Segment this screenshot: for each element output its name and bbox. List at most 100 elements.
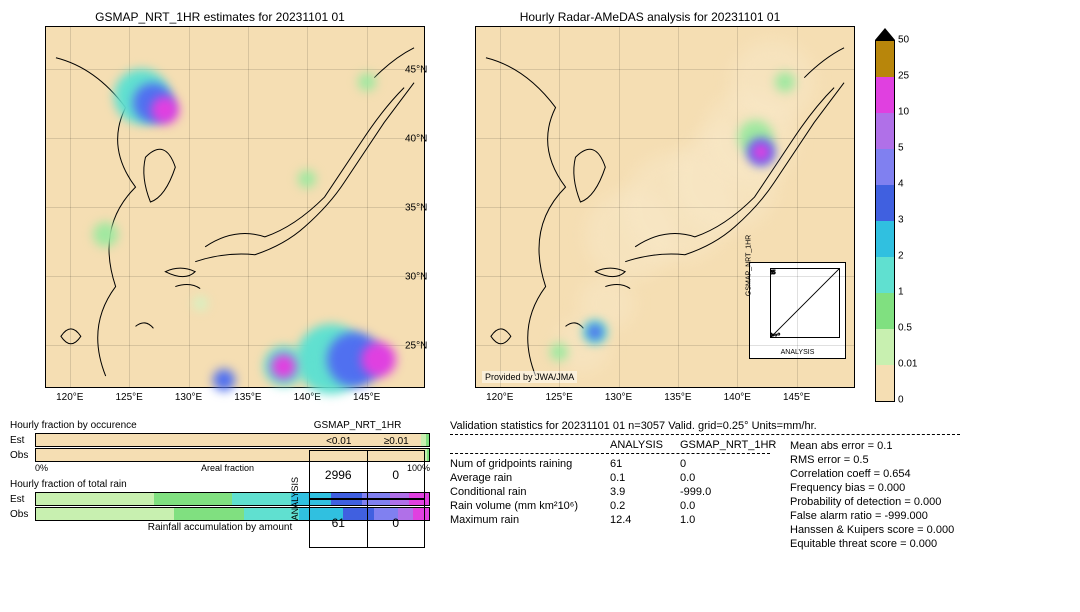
ytick-label: 25°N [405, 341, 427, 352]
precip-blob [264, 346, 304, 386]
metric-value: -999.000 [884, 510, 927, 522]
validation-row: Conditional rain 3.9 -999.0 [450, 485, 770, 499]
vt-label: Num of gridpoints raining [450, 458, 610, 470]
xtick-label: 120°E [56, 392, 83, 403]
colorbar-tick: 4 [898, 179, 904, 190]
contingency-table: GSMAP_NRT_1HR <0.01 ≥0.01 ANALYSIS 2996 … [290, 420, 425, 557]
vt-h0 [450, 439, 610, 451]
colorbar: 502510543210.50.010 [870, 10, 960, 410]
xtick-label: 125°E [115, 392, 142, 403]
svg-text:0: 0 [771, 333, 772, 337]
xtick-label: 145°E [353, 392, 380, 403]
colorbar-tick: 5 [898, 143, 904, 154]
ytick-label: 30°N [405, 272, 427, 283]
ytick-label: 40°N [405, 133, 427, 144]
colorbar-segment [876, 185, 894, 221]
metric-label: Equitable threat score = [790, 538, 907, 550]
ct-col-title: GSMAP_NRT_1HR [290, 420, 425, 431]
validation-metrics: Mean abs error = 0.1RMS error = 0.5Corre… [790, 439, 960, 551]
radar-map-area: GSMAP_NRT_1HR 25 0 25 ANALYSIS Provided … [475, 26, 855, 388]
vt-label: Maximum rain [450, 514, 610, 526]
metric-label: Correlation coeff = [790, 468, 880, 480]
vt-label: Average rain [450, 472, 610, 484]
metric-row: Probability of detection = 0.000 [790, 495, 960, 509]
metric-row: Equitable threat score = 0.000 [790, 537, 960, 551]
coverage-blob [730, 40, 815, 125]
metric-label: Frequency bias = [790, 482, 875, 494]
radar-amedas-panel: Hourly Radar-AMeDAS analysis for 2023110… [440, 10, 860, 410]
validation-row: Maximum rain 12.4 1.0 [450, 513, 770, 527]
radar-title: Hourly Radar-AMeDAS analysis for 2023110… [440, 10, 860, 24]
provided-by-label: Provided by JWA/JMA [482, 371, 577, 383]
svg-text:25: 25 [771, 270, 776, 276]
ct-row-title: ANALYSIS [290, 477, 310, 520]
colorbar-tick: 2 [898, 251, 904, 262]
hfo-axis-min: 0% [35, 463, 48, 473]
metric-label: Probability of detection = [790, 496, 911, 508]
precip-blob [775, 72, 795, 92]
precip-blob [114, 69, 169, 124]
xtick-label: 135°E [664, 392, 691, 403]
xtick-label: 140°E [724, 392, 751, 403]
coverage-blob [673, 127, 778, 232]
vt-analysis: 12.4 [610, 514, 680, 526]
coverage-blob [579, 276, 634, 331]
metric-row: Correlation coeff = 0.654 [790, 467, 960, 481]
validation-row: Rain volume (mm km²10⁶) 0.2 0.0 [450, 499, 770, 513]
metric-row: Hanssen & Kuipers score = 0.000 [790, 523, 960, 537]
hftr-row-label: Est [10, 494, 35, 505]
xtick-label: 135°E [234, 392, 261, 403]
colorbar-segment [876, 221, 894, 257]
precip-blob [133, 83, 173, 123]
hfo-row-label: Obs [10, 450, 35, 461]
colorbar-tick: 3 [898, 215, 904, 226]
vt-gsmap: -999.0 [680, 486, 770, 498]
colorbar-segment [876, 257, 894, 293]
xtick-label: 120°E [486, 392, 513, 403]
ct-cell-10: 61 [309, 498, 368, 548]
ct-cell-01: 0 [367, 450, 426, 500]
metric-value: 0.000 [914, 496, 942, 508]
metric-label: Hanssen & Kuipers score = [790, 524, 924, 536]
hfo-row-label: Est [10, 435, 35, 446]
vt-analysis: 0.2 [610, 500, 680, 512]
colorbar-segment [876, 365, 894, 401]
precip-blob [213, 369, 235, 391]
colorbar-tick: 1 [898, 287, 904, 298]
metric-value: 0.000 [910, 538, 938, 550]
colorbar-segment [876, 329, 894, 365]
colorbar-segment [876, 113, 894, 149]
xtick-label: 140°E [294, 392, 321, 403]
vt-label: Conditional rain [450, 486, 610, 498]
scatter-ylabel: GSMAP_NRT_1HR [746, 234, 753, 295]
precip-blob [747, 138, 775, 166]
ct-col-1: ≥0.01 [368, 436, 426, 447]
ytick-label: 45°N [405, 64, 427, 75]
vt-analysis: 3.9 [610, 486, 680, 498]
colorbar-tick: 0 [898, 395, 904, 406]
vt-gsmap: 0.0 [680, 500, 770, 512]
metric-label: RMS error = [790, 454, 850, 466]
colorbar-segment [876, 149, 894, 185]
vt-gsmap: 0.0 [680, 472, 770, 484]
precip-blob [151, 96, 179, 124]
dashboard: GSMAP_NRT_1HR estimates for 20231101 01 … [10, 10, 1070, 590]
metric-row: False alarm ratio = -999.000 [790, 509, 960, 523]
ytick-label: 35°N [405, 203, 427, 214]
metric-row: Frequency bias = 0.000 [790, 481, 960, 495]
metric-value: 0.654 [883, 468, 911, 480]
scatter-plot: 25 0 25 [770, 268, 840, 338]
vt-label: Rain volume (mm km²10⁶) [450, 500, 610, 512]
vt-h1: ANALYSIS [610, 439, 680, 451]
metric-row: Mean abs error = 0.1 [790, 439, 960, 453]
metric-value: 0.1 [877, 440, 892, 452]
vt-analysis: 61 [610, 458, 680, 470]
vt-gsmap: 1.0 [680, 514, 770, 526]
colorbar-segment [876, 41, 894, 77]
colorbar-segment [876, 293, 894, 329]
gsmap-map-area: 120°E125°E130°E135°E140°E145°E [45, 26, 425, 388]
bottom-left-panel: Hourly fraction by occurence Est Obs 0% … [10, 420, 430, 590]
gsmap-panel: GSMAP_NRT_1HR estimates for 20231101 01 … [10, 10, 430, 410]
precip-blob [327, 332, 382, 387]
precip-blob [583, 320, 607, 344]
